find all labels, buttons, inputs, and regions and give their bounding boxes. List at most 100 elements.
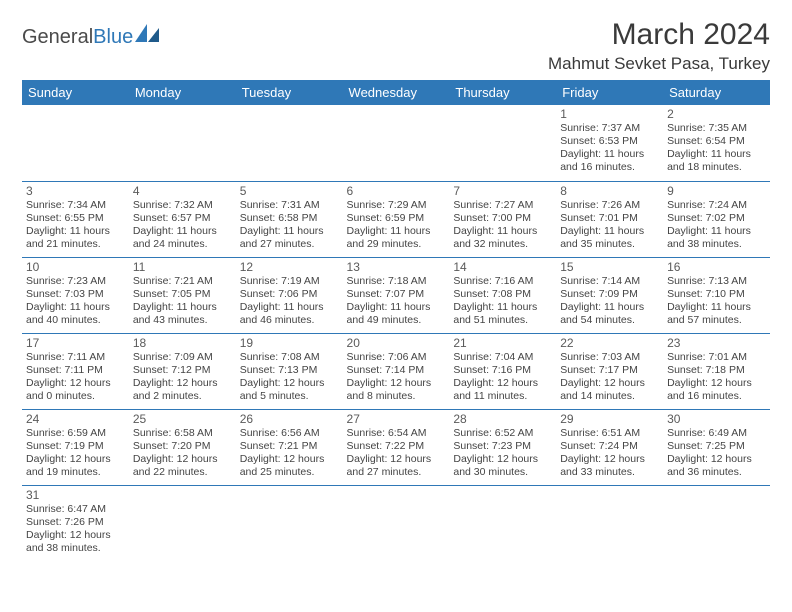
day-number: 23 bbox=[667, 336, 766, 350]
logo: GeneralBlue bbox=[22, 18, 161, 50]
day-details: Sunrise: 7:03 AM Sunset: 7:17 PM Dayligh… bbox=[560, 351, 659, 404]
day-number: 17 bbox=[26, 336, 125, 350]
calendar-day: 26Sunrise: 6:56 AM Sunset: 7:21 PM Dayli… bbox=[236, 409, 343, 485]
day-details: Sunrise: 6:51 AM Sunset: 7:24 PM Dayligh… bbox=[560, 427, 659, 480]
calendar-week: 1Sunrise: 7:37 AM Sunset: 6:53 PM Daylig… bbox=[22, 105, 770, 181]
day-number: 14 bbox=[453, 260, 552, 274]
calendar-week: 10Sunrise: 7:23 AM Sunset: 7:03 PM Dayli… bbox=[22, 257, 770, 333]
day-details: Sunrise: 7:26 AM Sunset: 7:01 PM Dayligh… bbox=[560, 199, 659, 252]
weekday-header: Wednesday bbox=[343, 80, 450, 105]
title-block: March 2024 Mahmut Sevket Pasa, Turkey bbox=[548, 18, 770, 74]
logo-text-general: General bbox=[22, 26, 93, 49]
day-number: 11 bbox=[133, 260, 232, 274]
calendar-day: 13Sunrise: 7:18 AM Sunset: 7:07 PM Dayli… bbox=[343, 257, 450, 333]
calendar-day: 4Sunrise: 7:32 AM Sunset: 6:57 PM Daylig… bbox=[129, 181, 236, 257]
weekday-header: Sunday bbox=[22, 80, 129, 105]
calendar-day: 8Sunrise: 7:26 AM Sunset: 7:01 PM Daylig… bbox=[556, 181, 663, 257]
day-details: Sunrise: 7:01 AM Sunset: 7:18 PM Dayligh… bbox=[667, 351, 766, 404]
calendar-week: 24Sunrise: 6:59 AM Sunset: 7:19 PM Dayli… bbox=[22, 409, 770, 485]
calendar-day: 22Sunrise: 7:03 AM Sunset: 7:17 PM Dayli… bbox=[556, 333, 663, 409]
calendar-day: 16Sunrise: 7:13 AM Sunset: 7:10 PM Dayli… bbox=[663, 257, 770, 333]
day-details: Sunrise: 7:14 AM Sunset: 7:09 PM Dayligh… bbox=[560, 275, 659, 328]
calendar-day: 24Sunrise: 6:59 AM Sunset: 7:19 PM Dayli… bbox=[22, 409, 129, 485]
calendar-day: 6Sunrise: 7:29 AM Sunset: 6:59 PM Daylig… bbox=[343, 181, 450, 257]
day-number: 24 bbox=[26, 412, 125, 426]
calendar-day: 28Sunrise: 6:52 AM Sunset: 7:23 PM Dayli… bbox=[449, 409, 556, 485]
calendar-day: 7Sunrise: 7:27 AM Sunset: 7:00 PM Daylig… bbox=[449, 181, 556, 257]
day-number: 6 bbox=[347, 184, 446, 198]
calendar-empty bbox=[343, 105, 450, 181]
calendar-day: 5Sunrise: 7:31 AM Sunset: 6:58 PM Daylig… bbox=[236, 181, 343, 257]
calendar-week: 31Sunrise: 6:47 AM Sunset: 7:26 PM Dayli… bbox=[22, 485, 770, 561]
day-number: 26 bbox=[240, 412, 339, 426]
day-details: Sunrise: 7:37 AM Sunset: 6:53 PM Dayligh… bbox=[560, 122, 659, 175]
day-details: Sunrise: 7:08 AM Sunset: 7:13 PM Dayligh… bbox=[240, 351, 339, 404]
day-details: Sunrise: 7:23 AM Sunset: 7:03 PM Dayligh… bbox=[26, 275, 125, 328]
day-details: Sunrise: 7:16 AM Sunset: 7:08 PM Dayligh… bbox=[453, 275, 552, 328]
day-details: Sunrise: 7:34 AM Sunset: 6:55 PM Dayligh… bbox=[26, 199, 125, 252]
day-number: 21 bbox=[453, 336, 552, 350]
day-number: 16 bbox=[667, 260, 766, 274]
calendar-empty bbox=[449, 105, 556, 181]
weekday-header: Tuesday bbox=[236, 80, 343, 105]
calendar-day: 2Sunrise: 7:35 AM Sunset: 6:54 PM Daylig… bbox=[663, 105, 770, 181]
day-details: Sunrise: 6:52 AM Sunset: 7:23 PM Dayligh… bbox=[453, 427, 552, 480]
day-details: Sunrise: 6:47 AM Sunset: 7:26 PM Dayligh… bbox=[26, 503, 125, 556]
calendar-day: 12Sunrise: 7:19 AM Sunset: 7:06 PM Dayli… bbox=[236, 257, 343, 333]
calendar-day: 31Sunrise: 6:47 AM Sunset: 7:26 PM Dayli… bbox=[22, 485, 129, 561]
weekday-header: Thursday bbox=[449, 80, 556, 105]
day-details: Sunrise: 7:09 AM Sunset: 7:12 PM Dayligh… bbox=[133, 351, 232, 404]
day-number: 31 bbox=[26, 488, 125, 502]
logo-text-blue: Blue bbox=[93, 26, 133, 49]
calendar-day: 18Sunrise: 7:09 AM Sunset: 7:12 PM Dayli… bbox=[129, 333, 236, 409]
calendar-day: 15Sunrise: 7:14 AM Sunset: 7:09 PM Dayli… bbox=[556, 257, 663, 333]
day-details: Sunrise: 7:35 AM Sunset: 6:54 PM Dayligh… bbox=[667, 122, 766, 175]
day-details: Sunrise: 6:58 AM Sunset: 7:20 PM Dayligh… bbox=[133, 427, 232, 480]
day-details: Sunrise: 6:56 AM Sunset: 7:21 PM Dayligh… bbox=[240, 427, 339, 480]
day-number: 25 bbox=[133, 412, 232, 426]
day-details: Sunrise: 7:21 AM Sunset: 7:05 PM Dayligh… bbox=[133, 275, 232, 328]
calendar-day: 21Sunrise: 7:04 AM Sunset: 7:16 PM Dayli… bbox=[449, 333, 556, 409]
calendar-day: 3Sunrise: 7:34 AM Sunset: 6:55 PM Daylig… bbox=[22, 181, 129, 257]
day-number: 28 bbox=[453, 412, 552, 426]
day-details: Sunrise: 7:29 AM Sunset: 6:59 PM Dayligh… bbox=[347, 199, 446, 252]
calendar-empty bbox=[22, 105, 129, 181]
day-details: Sunrise: 7:13 AM Sunset: 7:10 PM Dayligh… bbox=[667, 275, 766, 328]
calendar-day: 20Sunrise: 7:06 AM Sunset: 7:14 PM Dayli… bbox=[343, 333, 450, 409]
day-details: Sunrise: 7:24 AM Sunset: 7:02 PM Dayligh… bbox=[667, 199, 766, 252]
calendar-empty bbox=[556, 485, 663, 561]
day-details: Sunrise: 7:32 AM Sunset: 6:57 PM Dayligh… bbox=[133, 199, 232, 252]
day-number: 18 bbox=[133, 336, 232, 350]
calendar-day: 19Sunrise: 7:08 AM Sunset: 7:13 PM Dayli… bbox=[236, 333, 343, 409]
day-details: Sunrise: 6:54 AM Sunset: 7:22 PM Dayligh… bbox=[347, 427, 446, 480]
calendar-empty bbox=[129, 485, 236, 561]
logo-sail-icon bbox=[135, 24, 161, 50]
day-number: 9 bbox=[667, 184, 766, 198]
calendar-day: 10Sunrise: 7:23 AM Sunset: 7:03 PM Dayli… bbox=[22, 257, 129, 333]
calendar-week: 3Sunrise: 7:34 AM Sunset: 6:55 PM Daylig… bbox=[22, 181, 770, 257]
calendar-week: 17Sunrise: 7:11 AM Sunset: 7:11 PM Dayli… bbox=[22, 333, 770, 409]
calendar-day: 11Sunrise: 7:21 AM Sunset: 7:05 PM Dayli… bbox=[129, 257, 236, 333]
day-number: 10 bbox=[26, 260, 125, 274]
calendar-day: 1Sunrise: 7:37 AM Sunset: 6:53 PM Daylig… bbox=[556, 105, 663, 181]
weekday-header: Friday bbox=[556, 80, 663, 105]
day-details: Sunrise: 7:11 AM Sunset: 7:11 PM Dayligh… bbox=[26, 351, 125, 404]
day-number: 19 bbox=[240, 336, 339, 350]
calendar-day: 9Sunrise: 7:24 AM Sunset: 7:02 PM Daylig… bbox=[663, 181, 770, 257]
calendar-day: 30Sunrise: 6:49 AM Sunset: 7:25 PM Dayli… bbox=[663, 409, 770, 485]
day-details: Sunrise: 7:19 AM Sunset: 7:06 PM Dayligh… bbox=[240, 275, 339, 328]
calendar-empty bbox=[236, 485, 343, 561]
day-number: 2 bbox=[667, 107, 766, 121]
month-title: March 2024 bbox=[548, 18, 770, 52]
calendar-day: 29Sunrise: 6:51 AM Sunset: 7:24 PM Dayli… bbox=[556, 409, 663, 485]
calendar-empty bbox=[663, 485, 770, 561]
day-number: 20 bbox=[347, 336, 446, 350]
day-details: Sunrise: 6:49 AM Sunset: 7:25 PM Dayligh… bbox=[667, 427, 766, 480]
calendar-day: 23Sunrise: 7:01 AM Sunset: 7:18 PM Dayli… bbox=[663, 333, 770, 409]
day-number: 5 bbox=[240, 184, 339, 198]
calendar-day: 17Sunrise: 7:11 AM Sunset: 7:11 PM Dayli… bbox=[22, 333, 129, 409]
day-number: 22 bbox=[560, 336, 659, 350]
calendar-empty bbox=[449, 485, 556, 561]
calendar-empty bbox=[236, 105, 343, 181]
day-number: 29 bbox=[560, 412, 659, 426]
